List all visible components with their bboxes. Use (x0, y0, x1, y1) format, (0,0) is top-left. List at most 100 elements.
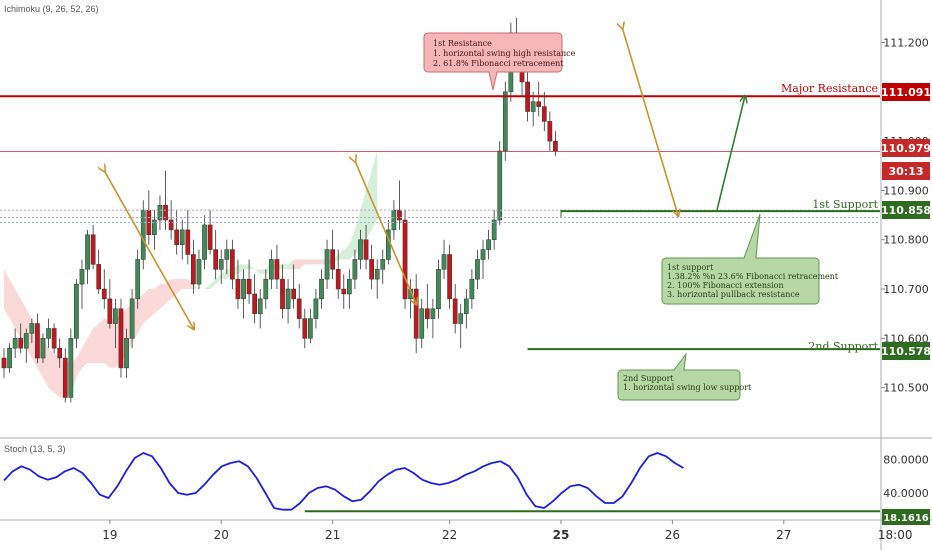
trend-arrows[interactable] (104, 28, 745, 329)
bearish-candle[interactable] (541, 91, 547, 132)
bullish-candle[interactable] (486, 229, 491, 260)
bearish-candle[interactable] (547, 111, 553, 151)
bullish-candle[interactable] (458, 303, 464, 349)
resistance-callout-line-1: 1st Resistance (433, 39, 492, 48)
bullish-candle[interactable] (79, 259, 85, 309)
bearish-candle[interactable] (280, 264, 285, 319)
bullish-candle[interactable] (441, 239, 447, 280)
bullish-candle[interactable] (257, 289, 263, 329)
bullish-candle[interactable] (74, 279, 79, 349)
bearish-candle[interactable] (62, 348, 68, 403)
bullish-candle[interactable] (23, 328, 29, 363)
bearish-candle[interactable] (230, 239, 235, 290)
bullish-candle[interactable] (502, 81, 508, 161)
bullish-candle[interactable] (491, 210, 497, 250)
bearish-candle[interactable] (118, 298, 124, 378)
projected-move-arrow[interactable] (716, 97, 745, 211)
bearish-candle[interactable] (330, 229, 335, 280)
bullish-candle[interactable] (85, 229, 90, 285)
bearish-candle[interactable] (447, 244, 452, 309)
bearish-candle[interactable] (57, 338, 63, 368)
bearish-candle[interactable] (452, 284, 458, 334)
bearish-candle[interactable] (291, 264, 296, 309)
bullish-candle[interactable] (29, 318, 35, 344)
bearish-candle[interactable] (341, 274, 347, 309)
bullish-candle[interactable] (530, 91, 536, 127)
major-resistance-label: Major Resistance (781, 82, 878, 95)
bearish-candle[interactable] (90, 224, 96, 270)
candle-body (536, 101, 542, 107)
bullish-candle[interactable] (469, 269, 475, 309)
bullish-candle[interactable] (475, 249, 480, 290)
bullish-candle[interactable] (68, 328, 74, 403)
candle-body (380, 259, 386, 270)
bullish-candle[interactable] (224, 239, 230, 275)
bullish-candle[interactable] (430, 298, 436, 339)
bearish-candle[interactable] (213, 229, 219, 280)
swing-arrow[interactable] (355, 161, 416, 304)
swing-arrow[interactable] (622, 28, 678, 215)
time-tick-label: 18:00 (878, 528, 913, 542)
bearish-candle[interactable] (424, 284, 430, 329)
bullish-candle[interactable] (12, 328, 18, 359)
resistance-callout[interactable]: 1st Resistance 1. horizontal swing high … (423, 32, 576, 91)
major-resistance-badge: 111.091 (881, 83, 931, 101)
stochastic-line[interactable] (3, 452, 684, 511)
bullish-candle[interactable] (436, 259, 441, 319)
bearish-candle[interactable] (1, 348, 7, 378)
bullish-candle[interactable] (196, 249, 202, 290)
time-axis-tick: 19 (102, 520, 117, 542)
bearish-candle[interactable] (51, 323, 57, 354)
bullish-candle[interactable] (313, 289, 319, 329)
bullish-candle[interactable] (202, 215, 207, 270)
bullish-candle[interactable] (46, 318, 51, 349)
candle-body (213, 249, 219, 270)
stoch-label[interactable]: Stoch (13, 5, 3) (4, 444, 66, 454)
candle-body (51, 328, 57, 349)
bullish-candle[interactable] (40, 333, 46, 363)
bearish-candle[interactable] (335, 249, 341, 299)
candle-body (274, 259, 280, 280)
bullish-candle[interactable] (319, 269, 324, 309)
bullish-candle[interactable] (285, 279, 291, 324)
bearish-candle[interactable] (274, 244, 280, 290)
bullish-candle[interactable] (241, 269, 246, 319)
bearish-candle[interactable] (536, 81, 542, 117)
bullish-candle[interactable] (308, 308, 313, 344)
second-support-callout[interactable]: 2nd Support 1. horizontal swing low supp… (617, 352, 752, 401)
candle-body (302, 318, 308, 339)
bullish-candle[interactable] (463, 289, 469, 329)
candle-body (179, 229, 185, 245)
bearish-candle[interactable] (207, 210, 213, 255)
candle-body (475, 259, 480, 280)
first-support-callout[interactable]: 1st support 1.38.2% %n 23.6% Fibonacci r… (661, 213, 839, 305)
bearish-candle[interactable] (235, 259, 241, 309)
bearish-candle[interactable] (246, 259, 252, 304)
axes[interactable]: 111.200111.000110.900110.800110.700110.6… (102, 37, 929, 542)
swing-arrow[interactable] (104, 171, 193, 329)
bearish-candle[interactable] (18, 323, 24, 354)
bullish-candle[interactable] (269, 249, 274, 290)
bearish-candle[interactable] (35, 313, 40, 363)
bullish-candle[interactable] (263, 269, 269, 309)
bearish-candle[interactable] (252, 274, 258, 324)
candle-body (124, 338, 129, 369)
resistance-callout-line-2: 1. horizontal swing high resistance (433, 49, 576, 58)
ichimoku-label[interactable]: Ichimoku (9, 26, 52, 26) (4, 4, 99, 14)
bullish-candle[interactable] (324, 239, 330, 290)
candle-body (35, 323, 40, 359)
bearish-candle[interactable] (302, 308, 308, 349)
bullish-candle[interactable] (124, 328, 129, 378)
bullish-candle[interactable] (7, 343, 12, 373)
stochastic-oscillator[interactable] (3, 452, 880, 513)
bullish-candle[interactable] (419, 298, 425, 349)
bullish-candle[interactable] (497, 141, 503, 225)
bearish-candle[interactable] (402, 210, 408, 309)
bearish-candle[interactable] (296, 284, 302, 329)
time-axis-tick: 22 (442, 520, 457, 542)
first-support-badge: 110.858 (881, 201, 931, 219)
bullish-candle[interactable] (480, 239, 486, 280)
level-lines[interactable] (0, 95, 880, 351)
bullish-candle[interactable] (218, 249, 224, 285)
